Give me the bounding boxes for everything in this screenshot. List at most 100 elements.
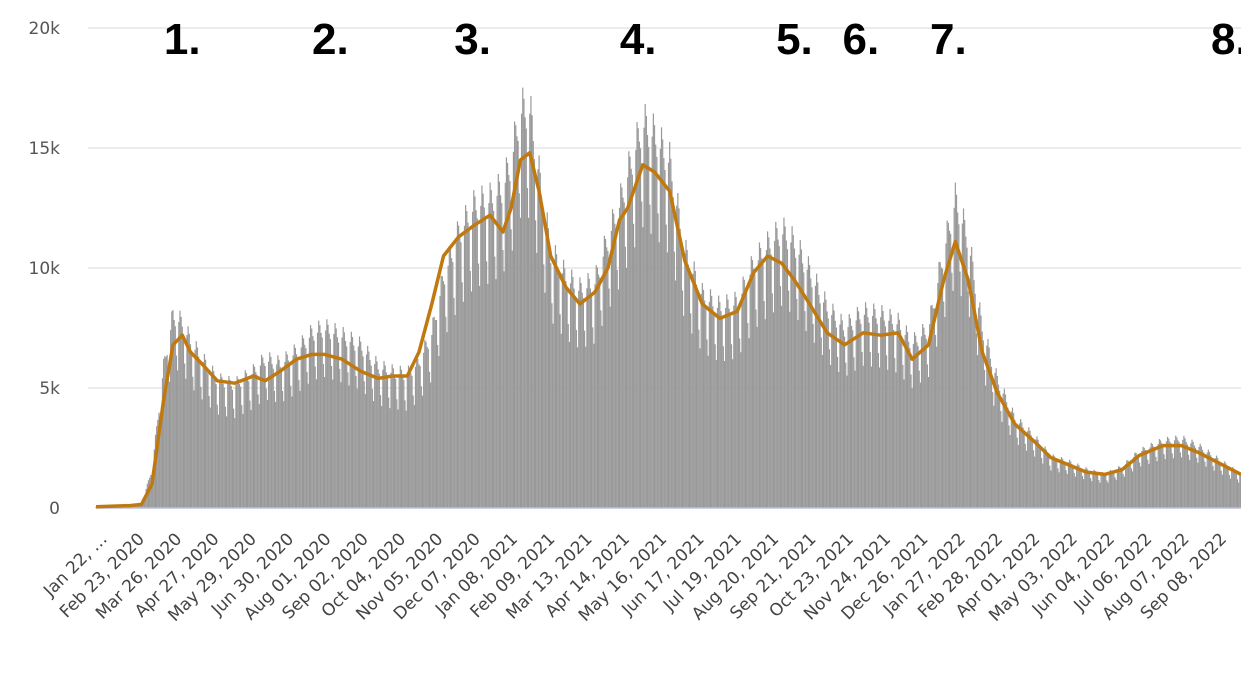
daily-bar [941,268,944,508]
daily-bar [252,364,255,508]
daily-bar [737,309,740,508]
daily-bar [795,257,797,508]
daily-bar [168,381,171,508]
daily-bar [552,323,554,508]
daily-bar [151,477,153,508]
daily-bar [1176,437,1178,508]
daily-bar [294,347,297,508]
daily-bar [437,344,439,508]
daily-bar [809,265,811,508]
daily-bar [838,371,840,508]
daily-bar [700,293,702,508]
wave-label: 2. [312,15,349,64]
daily-bar [253,366,256,508]
wave-label: 3. [454,15,491,64]
daily-bar [1121,468,1123,508]
daily-bar [841,320,843,508]
daily-bar [425,341,427,508]
daily-bar [161,378,164,508]
daily-bar [545,223,547,508]
daily-bar [894,358,896,508]
daily-bar [1186,444,1188,508]
daily-bar [1133,457,1135,508]
daily-bar [411,375,413,508]
daily-bar [372,401,375,508]
daily-bar [1201,449,1204,508]
daily-bar [1211,457,1213,508]
daily-bar [484,215,487,508]
daily-bar [1066,474,1068,508]
daily-bar [329,339,331,508]
daily-bar [280,370,283,508]
daily-bar [159,419,161,508]
daily-bar [502,250,504,508]
daily-bar [519,217,522,508]
daily-bar [705,307,707,508]
daily-bar [1156,461,1158,508]
daily-bar [1184,438,1186,508]
daily-bar [332,379,334,508]
y-tick-label: 20k [29,19,61,39]
daily-bar [546,212,548,508]
daily-bar [375,355,377,508]
daily-bar [979,302,981,508]
daily-bar [1031,438,1033,508]
daily-bar [1051,457,1053,508]
daily-bar [562,259,565,508]
daily-bar [184,363,186,508]
daily-bar [873,303,875,508]
daily-bar [1145,451,1148,508]
daily-bar [620,183,622,509]
daily-bar [250,409,252,508]
daily-bar [582,298,584,508]
daily-bar [743,279,745,508]
daily-bar [924,334,926,508]
daily-bar [1024,443,1026,508]
daily-bar [481,185,483,508]
daily-bar [843,336,846,508]
daily-bar [1172,458,1174,508]
daily-bar [915,335,917,508]
daily-bar [337,342,340,508]
daily-bar [571,269,573,508]
daily-bar [943,301,945,508]
daily-bar [678,208,680,508]
daily-bar [890,314,892,508]
wave-label: 5. [776,15,813,64]
daily-bar [488,203,490,508]
daily-bar [829,364,832,508]
daily-bar [686,249,688,508]
daily-bar [226,416,228,508]
daily-bar [494,256,496,508]
daily-bar [594,284,596,508]
daily-bar [1236,479,1239,508]
daily-bar [649,204,651,509]
daily-bar [566,288,568,508]
daily-bar [1159,440,1162,508]
daily-bar [1238,482,1240,508]
daily-bar [172,310,174,508]
daily-bar [321,337,323,508]
daily-bar [1083,479,1085,508]
daily-bar [770,254,772,508]
daily-bar [723,360,726,508]
daily-bar [497,173,499,508]
daily-bar [805,331,807,508]
daily-bar [588,278,590,508]
daily-bar [1059,459,1061,508]
daily-bar [852,330,854,508]
daily-bar [944,317,946,508]
daily-bar [256,374,258,508]
daily-bar [1030,435,1032,508]
daily-bar [853,357,855,508]
daily-bar [360,341,362,508]
daily-bar [664,169,666,509]
daily-bar [323,376,326,508]
daily-bar [781,305,783,508]
daily-bar [179,310,181,508]
daily-bar [203,354,206,508]
daily-bar [312,336,314,508]
daily-bar [1065,470,1067,508]
daily-bar [925,338,927,508]
daily-bar [590,294,593,508]
